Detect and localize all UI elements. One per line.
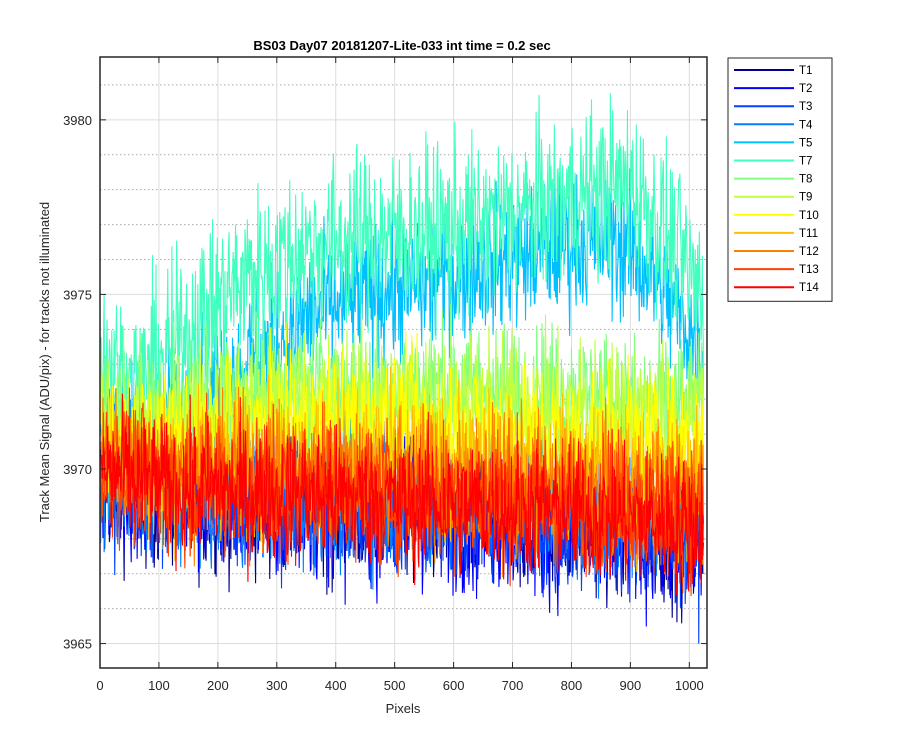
- x-tick-label: 300: [266, 678, 288, 693]
- x-tick-label: 0: [96, 678, 103, 693]
- x-tick-label: 100: [148, 678, 170, 693]
- series-line-t14: [100, 393, 705, 596]
- legend-label-t10: T10: [799, 210, 819, 222]
- x-tick-label: 500: [384, 678, 406, 693]
- legend-label-t8: T8: [799, 174, 812, 186]
- axes-box: [99, 56, 708, 669]
- x-tick-label: 900: [620, 678, 642, 693]
- plot-lines: [100, 93, 705, 644]
- legend-label-t14: T14: [799, 282, 819, 294]
- legend-label-t13: T13: [799, 264, 819, 276]
- y-tick-label: 3980: [63, 113, 92, 128]
- y-tick-label: 3975: [63, 287, 92, 302]
- legend-label-t7: T7: [799, 156, 812, 168]
- legend-label-t12: T12: [799, 246, 819, 258]
- series-line-t7: [100, 93, 705, 499]
- y-tick-label: 3965: [63, 637, 92, 652]
- x-tick-label: 700: [502, 678, 524, 693]
- x-tick-label: 1000: [675, 678, 704, 693]
- legend-label-t9: T9: [799, 192, 812, 204]
- legend-label-t3: T3: [799, 101, 812, 113]
- legend-box: [727, 57, 833, 302]
- legend-label-t4: T4: [799, 119, 813, 131]
- legend-label-t11: T11: [799, 228, 818, 240]
- legend: T1 T2 T3 T4 T5 T7 T8 T9 T10 T11 T12 T13 T14: [727, 57, 833, 302]
- x-tick-label: 200: [207, 678, 229, 693]
- legend-label-t2: T2: [799, 83, 812, 95]
- x-tick-label: 600: [443, 678, 465, 693]
- x-tick-label: 800: [561, 678, 583, 693]
- chart-title: BS03 Day07 20181207-Lite-033 int time = …: [253, 38, 550, 53]
- y-tick-label: 3970: [63, 462, 92, 477]
- x-axis-label: Pixels: [386, 701, 421, 716]
- x-tick-label: 400: [325, 678, 347, 693]
- ticks: 0 100 200 300 400 500 600 700 800 900 1000 3965 3970…: [63, 57, 707, 693]
- y-axis-label: Track Mean Signal (ADU/pix) - for tracks…: [37, 202, 52, 522]
- legend-label-t1: T1: [799, 65, 812, 77]
- legend-label-t5: T5: [799, 137, 812, 149]
